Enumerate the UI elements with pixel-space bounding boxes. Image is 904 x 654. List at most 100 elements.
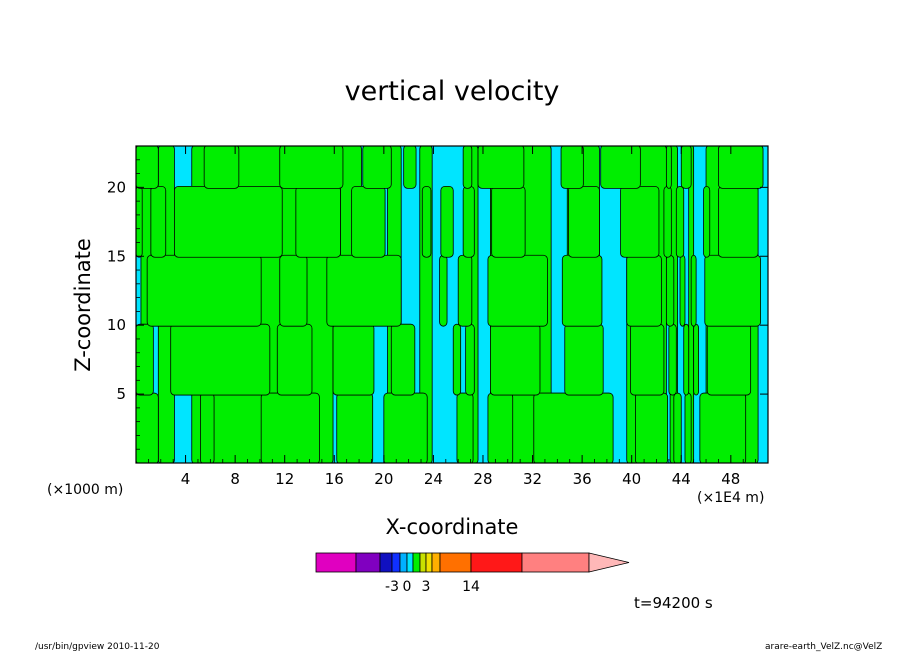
colorbar-swatch bbox=[379, 552, 393, 573]
positive-region bbox=[487, 392, 514, 463]
x-tick-label: 12 bbox=[275, 470, 294, 488]
positive-region bbox=[620, 185, 660, 258]
positive-region bbox=[564, 323, 604, 396]
positive-region bbox=[170, 323, 271, 396]
x-tick-label: 24 bbox=[424, 470, 443, 488]
x-tick-label: 36 bbox=[573, 470, 592, 488]
colorbar-swatch bbox=[391, 552, 401, 573]
positive-region bbox=[462, 185, 475, 258]
positive-region bbox=[718, 146, 764, 189]
positive-region bbox=[403, 146, 417, 189]
colorbar-swatch bbox=[425, 552, 433, 573]
y-tick-label: 5 bbox=[116, 385, 126, 403]
positive-region bbox=[626, 254, 662, 327]
y-tick-label: 10 bbox=[107, 316, 126, 334]
x-tick-label: 40 bbox=[622, 470, 641, 488]
x-tick-label: 8 bbox=[230, 470, 240, 488]
positive-region bbox=[456, 392, 474, 463]
positive-region bbox=[675, 185, 685, 258]
positive-region bbox=[276, 323, 313, 396]
footer-program-date: /usr/bin/gpview 2010-11-20 bbox=[35, 642, 160, 652]
positive-region bbox=[332, 323, 375, 396]
positive-region bbox=[150, 185, 167, 258]
positive-region bbox=[146, 254, 262, 327]
colorbar-label: 0 bbox=[403, 579, 412, 595]
positive-region bbox=[295, 185, 341, 258]
positive-region bbox=[693, 323, 700, 396]
x-tick-label: 4 bbox=[181, 470, 191, 488]
positive-region bbox=[326, 254, 402, 327]
positive-region bbox=[561, 254, 603, 327]
positive-region bbox=[336, 392, 374, 463]
colorbar-swatch bbox=[406, 552, 414, 573]
positive-region bbox=[568, 185, 600, 258]
colorbar-label: -3 bbox=[385, 579, 399, 595]
colorbar-swatch bbox=[470, 552, 523, 573]
x-tick-label: 28 bbox=[473, 470, 492, 488]
colorbar-swatch bbox=[315, 552, 357, 573]
positive-region bbox=[699, 392, 747, 463]
positive-region bbox=[683, 323, 690, 396]
positive-region bbox=[718, 185, 759, 258]
positive-region bbox=[703, 185, 711, 258]
y-tick-label: 20 bbox=[107, 178, 126, 196]
colorbar-swatch bbox=[399, 552, 408, 573]
positive-region bbox=[690, 254, 697, 327]
positive-region bbox=[462, 146, 473, 189]
positive-region bbox=[203, 146, 240, 189]
positive-region bbox=[679, 254, 686, 327]
positive-region bbox=[684, 392, 692, 463]
positive-region bbox=[673, 392, 682, 463]
x-axis-unit-left: (×1000 m) bbox=[47, 482, 124, 498]
positive-region bbox=[351, 185, 386, 258]
positive-region bbox=[490, 323, 541, 396]
positive-region bbox=[174, 185, 283, 258]
positive-region bbox=[136, 146, 159, 189]
positive-region bbox=[457, 254, 473, 327]
time-label: t=94200 s bbox=[634, 594, 713, 612]
positive-region bbox=[668, 323, 677, 396]
positive-region bbox=[630, 323, 665, 396]
positive-region bbox=[465, 323, 475, 396]
positive-region bbox=[390, 323, 416, 396]
plot-frame bbox=[135, 145, 769, 464]
positive-region bbox=[439, 254, 448, 327]
positive-region bbox=[665, 146, 672, 189]
positive-region bbox=[635, 392, 669, 463]
positive-region bbox=[704, 254, 761, 327]
plot-area bbox=[136, 146, 768, 463]
colorbar-label: 14 bbox=[462, 579, 480, 595]
positive-region bbox=[440, 185, 454, 258]
colorbar-label: 3 bbox=[422, 579, 431, 595]
y-tick-label: 15 bbox=[107, 247, 126, 265]
positive-region bbox=[477, 146, 525, 189]
colorbar-swatch bbox=[439, 552, 472, 573]
x-tick-label: 48 bbox=[721, 470, 740, 488]
positive-region bbox=[663, 185, 672, 258]
positive-region bbox=[487, 254, 548, 327]
x-tick-label: 44 bbox=[672, 470, 691, 488]
colorbar-swatch bbox=[521, 552, 590, 573]
positive-region bbox=[279, 254, 308, 327]
positive-region bbox=[600, 146, 641, 189]
positive-region bbox=[533, 392, 614, 463]
x-tick-label: 32 bbox=[523, 470, 542, 488]
positive-region bbox=[706, 323, 752, 396]
positive-region bbox=[452, 323, 462, 396]
colorbar-swatch bbox=[431, 552, 441, 573]
positive-region bbox=[260, 392, 320, 463]
positive-region bbox=[136, 185, 143, 258]
positive-region bbox=[200, 392, 215, 463]
positive-region bbox=[491, 185, 526, 258]
colorbar-arrow bbox=[588, 552, 630, 573]
chart-title: vertical velocity bbox=[344, 76, 560, 107]
positive-region bbox=[136, 323, 154, 396]
x-axis-unit-right: (×1E4 m) bbox=[697, 490, 765, 506]
colorbar-swatch bbox=[355, 552, 381, 573]
x-tick-label: 16 bbox=[325, 470, 344, 488]
colorbar-swatch bbox=[419, 552, 427, 573]
colorbar: -3 0 3 14 bbox=[315, 552, 630, 595]
x-axis-label: X-coordinate bbox=[385, 515, 519, 539]
colorbar-swatch bbox=[412, 552, 421, 573]
